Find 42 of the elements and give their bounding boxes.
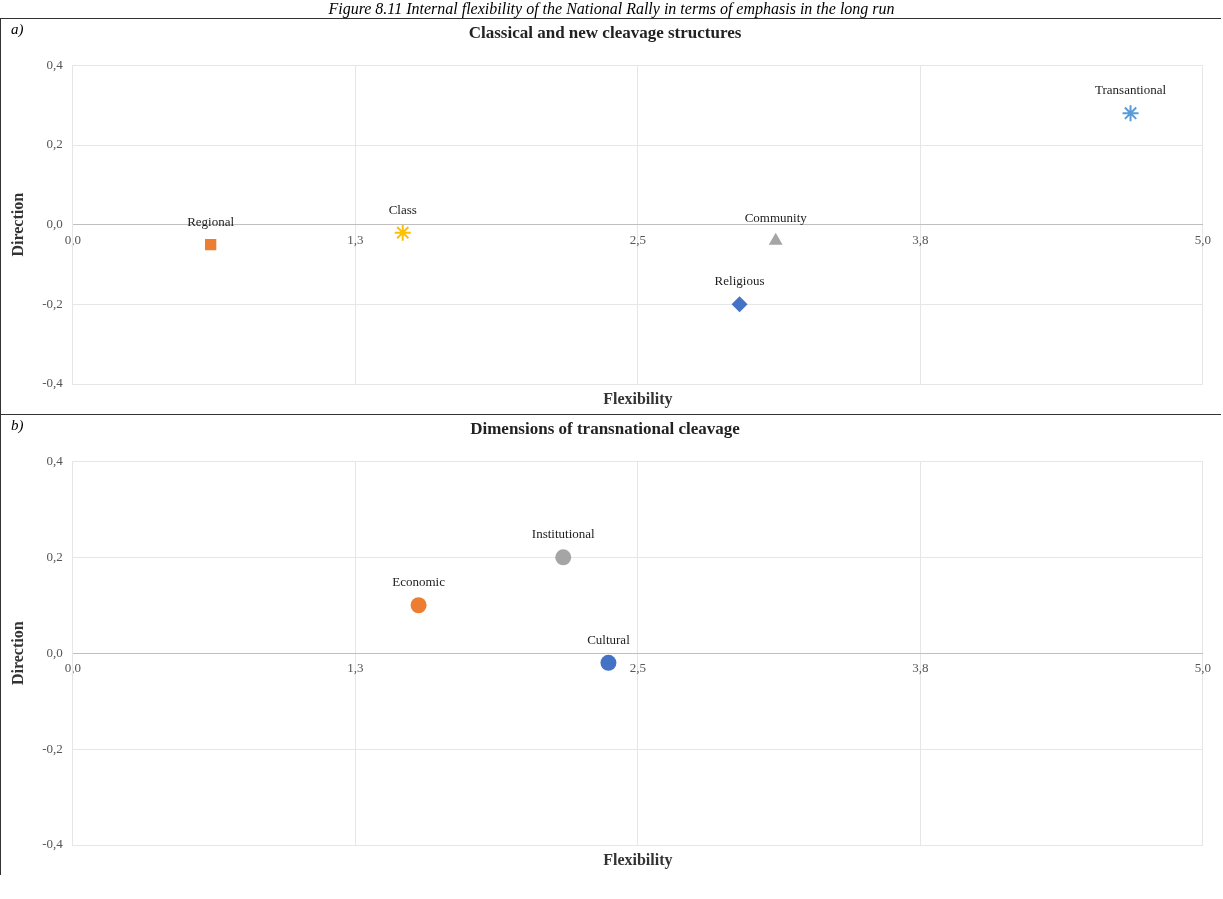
x-axis-title: Flexibility [603,851,673,870]
point [600,654,617,671]
x-axis-title: Flexibility [603,390,673,409]
point [555,549,572,566]
series-label: Cultural [587,631,631,647]
y-tick-label: 0,0 [46,216,63,232]
y-tick-label: 0,4 [46,452,64,468]
y-axis-title: Direction [8,192,26,257]
x-tick-label: 2,5 [629,660,646,676]
series-label: Class [388,201,417,217]
y-tick-label: -0,2 [42,295,63,311]
series-label: Religious [714,273,765,289]
series-label: Transantional [1095,82,1167,98]
y-tick-label: 0,0 [46,644,63,660]
x-tick-label: 1,3 [347,660,364,676]
point [1121,104,1140,123]
text: a) [11,21,24,38]
series-label: Community [744,209,808,225]
point [393,223,412,242]
y-tick-label: -0,4 [42,375,64,391]
text: b) [11,417,24,434]
y-tick-label: 0,2 [46,136,63,152]
x-tick-label: 5,0 [1194,660,1211,676]
series-label: Economic [392,574,446,590]
series-label: Institutional [531,526,596,542]
x-tick-label: 3,8 [912,660,929,676]
point [731,296,748,313]
y-tick-label: 0,2 [46,548,63,564]
y-axis-title: Direction [8,621,26,686]
chart-title: Dimensions of transnational cleavage [470,418,741,438]
x-tick-label: 1,3 [347,231,364,247]
y-tick-label: -0,4 [42,836,64,852]
chart-title: Classical and new cleavage structures [468,22,742,42]
x-tick-label: 5,0 [1194,231,1211,247]
point [410,597,427,614]
y-tick-label: 0,4 [46,56,64,72]
y-tick-label: -0,2 [42,740,63,756]
x-tick-label: 3,8 [912,231,929,247]
series-label: Regional [187,213,235,229]
point [204,238,217,251]
x-tick-label: 2,5 [629,231,646,247]
caption: Figure 8.11 Internal flexibility of the National Rally in terms of emphasis in the long run [327,0,896,18]
